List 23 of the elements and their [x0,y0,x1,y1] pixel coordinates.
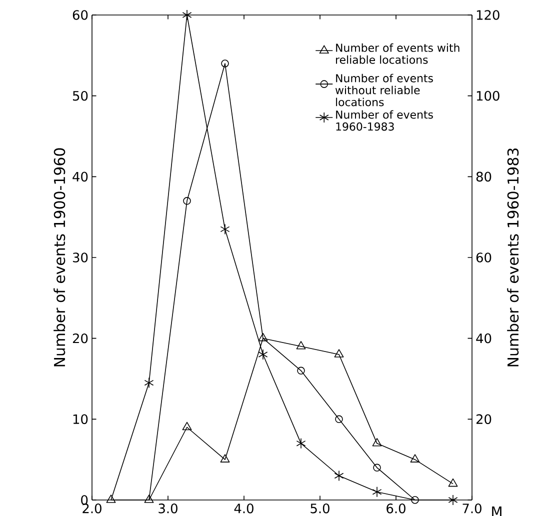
x-tick-label: 7.0 [462,504,482,514]
legend-label: Number of events without reliable locations [335,74,433,106]
x-tick-label: 3.0 [158,504,178,514]
x-tick-label: 2.0 [82,504,102,514]
y2-tick-label: 60 [476,252,492,262]
legend-label: Number of events 1960-1983 [336,110,433,131]
legend-label: Number of events with reliable locations [336,43,460,64]
y2-axis-title: Number of events 1960-1983 [507,148,519,366]
y2-tick-label: 120 [476,10,500,20]
x-tick-label: 6.0 [386,504,406,514]
y-tick-label: 10 [73,414,88,424]
x-tick-label: 4.0 [234,504,254,514]
y2-tick-label: 40 [476,333,492,344]
y2-tick-label: 20 [476,414,492,424]
y-tick-label: 40 [72,172,88,182]
y-tick-label: 50 [73,90,88,101]
y-axis-title: Number of events 1900-1960 [54,148,66,366]
y2-tick-label: 100 [476,90,500,101]
x-tick-label: 5.0 [310,504,330,514]
y-tick-label: 30 [72,252,88,262]
y-tick-label: 20 [72,333,88,344]
y2-tick-label: 80 [476,172,492,182]
y-tick-label: 60 [72,10,88,20]
